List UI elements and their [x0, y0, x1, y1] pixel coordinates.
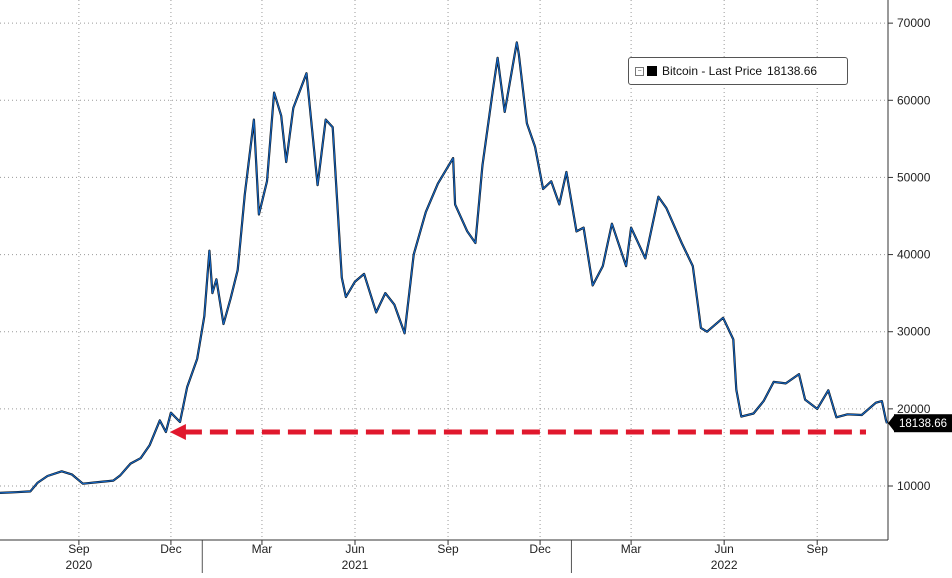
- x-year-label: 2021: [342, 558, 369, 572]
- x-tick-label: Sep: [68, 542, 90, 556]
- price-line-outline: [0, 41, 889, 494]
- legend-last-value: 18138.66: [767, 64, 818, 78]
- y-tick-label: 20000: [897, 402, 931, 416]
- x-tick-label: Mar: [621, 542, 642, 556]
- reference-arrowhead: [169, 424, 186, 440]
- x-tick-label: Sep: [437, 542, 459, 556]
- price-line: [0, 41, 888, 494]
- x-tick-label: Dec: [529, 542, 550, 556]
- legend-series-name: Bitcoin - Last Price: [662, 64, 763, 78]
- x-tick-label: Jun: [714, 542, 733, 556]
- x-tick-label: Dec: [160, 542, 181, 556]
- last-price-label: 18138.66: [899, 418, 947, 430]
- legend-series-swatch: [647, 66, 657, 76]
- last-price-tag-pointer: [888, 414, 895, 433]
- x-year-label: 2020: [66, 558, 93, 572]
- y-tick-label: 30000: [897, 325, 931, 339]
- legend-toggle-icon[interactable]: −: [635, 66, 644, 76]
- y-tick-label: 60000: [897, 93, 931, 107]
- x-year-label: 2022: [711, 558, 738, 572]
- x-tick-label: Jun: [345, 542, 364, 556]
- chart-legend[interactable]: − Bitcoin - Last Price 18138.66: [628, 57, 848, 85]
- x-tick-label: Mar: [252, 542, 273, 556]
- x-tick-label: Sep: [807, 542, 829, 556]
- y-tick-label: 70000: [897, 16, 931, 30]
- y-tick-label: 50000: [897, 170, 931, 184]
- last-price-tag: [894, 414, 952, 433]
- y-tick-label: 10000: [897, 479, 931, 493]
- y-tick-label: 40000: [897, 248, 931, 262]
